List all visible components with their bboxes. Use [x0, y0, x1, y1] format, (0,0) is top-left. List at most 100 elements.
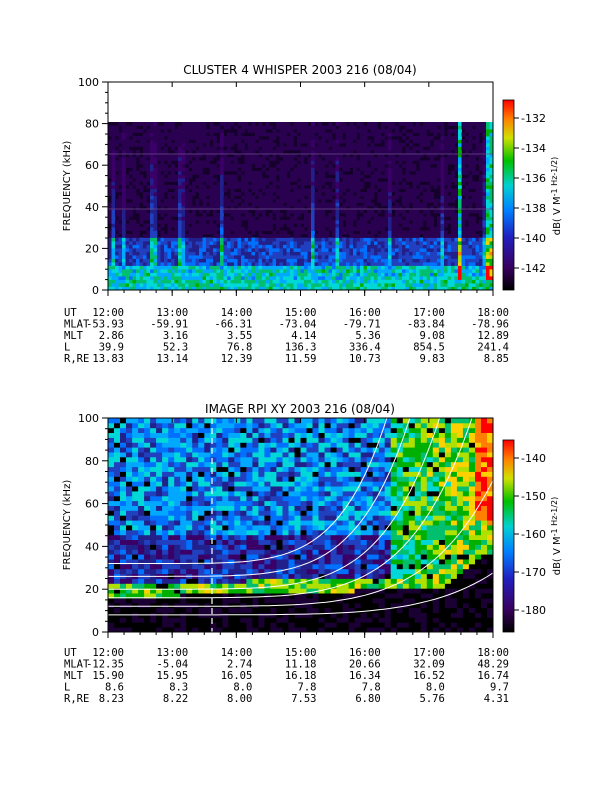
ephemeris-cell: 2.74	[227, 659, 252, 671]
ephemeris-cell: 8.6	[105, 682, 124, 694]
ephemeris-cell: 7.53	[291, 693, 316, 705]
panel-2-y-ticks: 0 20 40 60 80 100	[78, 412, 108, 639]
ephemeris-cell: 241.4	[477, 342, 509, 354]
ephemeris-cell: 4.14	[291, 330, 316, 342]
ephemeris-cell: 20.66	[349, 659, 381, 671]
ephemeris-cell: 15:00	[285, 647, 317, 659]
ephemeris-cell: 8.22	[163, 693, 188, 705]
ephemeris-cell: 8.0	[233, 682, 252, 694]
ephemeris-cell: 13:00	[157, 307, 189, 319]
ephemeris-cell: 10.73	[349, 353, 381, 365]
ephemeris-cell: -83.84	[407, 319, 445, 331]
ephemeris-cell: -73.04	[279, 319, 317, 331]
ephemeris-cell: 76.8	[227, 342, 252, 354]
ephemeris-cell: 18:00	[477, 647, 509, 659]
ephemeris-row-label: R,RE	[64, 353, 89, 365]
ephemeris-cell: 17:00	[413, 307, 445, 319]
ephemeris-cell: 15.95	[157, 670, 189, 682]
resonance-curve	[108, 418, 441, 590]
ephemeris-cell: 3.55	[227, 330, 252, 342]
panel-1-ytick-label: 40	[85, 201, 99, 214]
ephemeris-row-label: UT	[64, 307, 77, 319]
ephemeris-row-label: MLT	[64, 330, 84, 342]
ephemeris-row-label: R,RE	[64, 693, 89, 705]
resonance-curve	[108, 418, 411, 577]
panel-2-ytick-label: 20	[85, 583, 99, 596]
panel-2-colorbar-label: dB( V M-1 Hz-1/2)	[550, 497, 563, 576]
resonance-curve	[108, 572, 493, 616]
ephemeris-cell: 14:00	[221, 307, 253, 319]
ephemeris-cell: 16.74	[477, 670, 509, 682]
ephemeris-row-label: L	[64, 342, 70, 354]
panel-1-spectrogram	[108, 122, 493, 290]
ephemeris-row-label: MLAT	[64, 319, 90, 331]
panel-2-ytick-label: 100	[78, 412, 99, 425]
panel-1-y-ticks: 0 20 40 60 80 100	[78, 76, 108, 297]
ephemeris-cell: 39.9	[99, 342, 124, 354]
ephemeris-cell: 18:00	[477, 307, 509, 319]
ephemeris-cell: 16:00	[349, 307, 381, 319]
panel-1-ytick-label: 20	[85, 242, 99, 255]
ephemeris-cell: 5.76	[420, 693, 445, 705]
ephemeris-cell: 16.34	[349, 670, 381, 682]
ephemeris-cell: -59.91	[150, 319, 188, 331]
ephemeris-cell: 52.3	[163, 342, 188, 354]
panel-1-colorbar-tick-label: -136	[521, 172, 546, 185]
panel-2-colorbar-tick-label: -140	[521, 452, 546, 465]
ephemeris-cell: 8.00	[227, 693, 252, 705]
panel-1: CLUSTER 4 WHISPER 2003 216 (08/04) 0 20 40…	[62, 63, 563, 365]
ephemeris-cell: 15:00	[285, 307, 317, 319]
ephemeris-cell: 12:00	[92, 647, 124, 659]
ephemeris-cell: 13:00	[157, 647, 189, 659]
ephemeris-cell: 17:00	[413, 647, 445, 659]
resonance-curve	[108, 418, 388, 564]
panel-1-colorbar-tick-label: -134	[521, 142, 546, 155]
panel-2-title: IMAGE RPI XY 2003 216 (08/04)	[205, 402, 395, 416]
panel-1-colorbar	[502, 99, 515, 291]
resonance-curve	[108, 480, 493, 607]
ephemeris-cell: 8.3	[169, 682, 188, 694]
ephemeris-cell: -12.35	[86, 659, 124, 671]
ephemeris-cell: -53.93	[86, 319, 124, 331]
svg-text:dB( V M-1 Hz-1/2): dB( V M-1 Hz-1/2)	[550, 157, 563, 236]
ephemeris-cell: 7.8	[362, 682, 381, 694]
ephemeris-cell: -79.71	[343, 319, 381, 331]
panel-2-colorbar-label-text: dB( V M	[552, 536, 563, 575]
ephemeris-cell: 8.85	[484, 353, 509, 365]
panel-1-colorbar-tick-label: -140	[521, 232, 546, 245]
ephemeris-cell: 4.31	[484, 693, 509, 705]
ephemeris-cell: 336.4	[349, 342, 381, 354]
panel-2-colorbar-tick-label: -180	[521, 604, 546, 617]
ephemeris-cell: 16.05	[221, 670, 253, 682]
panel-1-colorbar-label: dB( V M-1 Hz-1/2)	[550, 157, 563, 236]
panel-1-colorbar-tick-label: -142	[521, 262, 546, 275]
ephemeris-cell: 13.14	[157, 353, 189, 365]
panel-1-colorbar-tick-label: -132	[521, 112, 546, 125]
ephemeris-row-label: UT	[64, 647, 77, 659]
ephemeris-cell: 136.3	[285, 342, 317, 354]
ephemeris-cell: -5.04	[157, 659, 189, 671]
ephemeris-cell: 11.59	[285, 353, 317, 365]
panel-1-colorbar-label-text: dB( V M	[552, 196, 563, 235]
resonance-curve	[108, 418, 473, 599]
panel-2-spectrogram	[108, 418, 493, 632]
panel-2-colorbar-ticks: -140 -150 -160 -170 -180	[514, 452, 546, 617]
panel-2-colorbar-tick-label: -170	[521, 566, 546, 579]
ephemeris-cell: 6.80	[355, 693, 380, 705]
panel-1-colorbar-tick-label: -138	[521, 202, 546, 215]
panel-2-colorbar	[502, 439, 515, 633]
panel-2-colorbar-unit-text: -1 Hz-1/2)	[550, 497, 559, 537]
ephemeris-cell: 5.36	[355, 330, 380, 342]
ephemeris-cell: 9.7	[490, 682, 509, 694]
ephemeris-cell: 8.23	[99, 693, 124, 705]
ephemeris-cell: 16.52	[413, 670, 445, 682]
ephemeris-cell: 3.16	[163, 330, 188, 342]
ephemeris-cell: 9.08	[420, 330, 445, 342]
panel-1-x-ticks	[107, 82, 494, 296]
panel-2-ytick-label: 0	[92, 626, 99, 639]
panel-2-ytick-label: 40	[85, 540, 99, 553]
ephemeris-cell: 13.83	[92, 353, 124, 365]
ephemeris-row-label: MLAT	[64, 659, 90, 671]
ephemeris-cell: 12:00	[92, 307, 124, 319]
panel-2-resonance-curves	[108, 418, 493, 616]
